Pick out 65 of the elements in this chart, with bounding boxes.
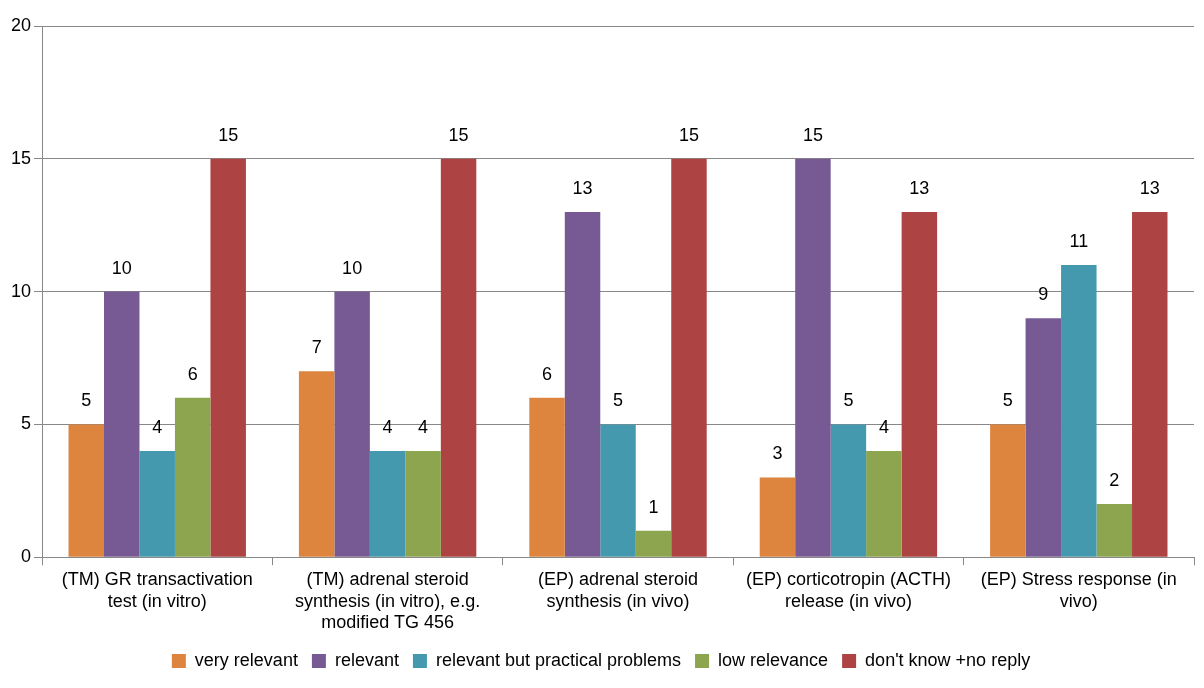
x-tick-label: (EP) corticotropin (ACTH) release (in vivo) (745, 568, 951, 611)
data-label: 13 (572, 177, 593, 198)
bar (866, 450, 902, 557)
bar (1025, 318, 1062, 557)
y-tick-label: 10 (10, 280, 32, 301)
legend-label: very relevant (194, 649, 298, 670)
data-label: 15 (678, 124, 699, 145)
legend-label: low relevance (718, 649, 829, 670)
data-label: 6 (542, 363, 553, 384)
data-label: 7 (311, 337, 322, 358)
data-label: 13 (1139, 177, 1160, 198)
data-label: 4 (152, 416, 163, 437)
bar (104, 291, 140, 557)
bar (1096, 504, 1133, 557)
bar (529, 397, 565, 557)
data-label: 3 (772, 443, 783, 464)
bar (440, 158, 477, 557)
data-label: 2 (1109, 470, 1120, 491)
x-tick-label: (TM) GR transactivation test (in vitro) (61, 568, 253, 611)
data-label: 10 (111, 257, 132, 278)
bar (1061, 265, 1097, 557)
bar (901, 211, 938, 557)
x-tick-label: (EP) Stress response (in vivo) (980, 568, 1177, 611)
data-label: 4 (418, 416, 429, 437)
bar (600, 424, 636, 557)
bar (830, 424, 867, 557)
data-label: 1 (648, 496, 659, 517)
data-label: 4 (382, 416, 393, 437)
data-label: 15 (802, 124, 823, 145)
data-label: 10 (342, 257, 363, 278)
data-label: 9 (1038, 284, 1049, 305)
bar (405, 450, 441, 557)
data-label: 15 (448, 124, 469, 145)
bar (298, 371, 335, 557)
y-tick-label: 0 (21, 546, 32, 567)
bar (635, 530, 672, 557)
data-label: 5 (1002, 390, 1013, 411)
bar (334, 291, 370, 557)
y-tick-label: 15 (10, 147, 32, 168)
bar (795, 158, 831, 557)
legend-label: relevant but practical problems (435, 649, 682, 670)
data-label: 15 (218, 124, 239, 145)
data-label: 11 (1069, 231, 1089, 252)
bar (759, 477, 796, 557)
data-label: 13 (909, 177, 930, 198)
bar (210, 158, 246, 557)
x-tick-label: (EP) adrenal steroid synthesis (in vivo) (537, 568, 699, 611)
y-tick-label: 5 (21, 413, 32, 434)
bar (564, 211, 601, 557)
bar (990, 424, 1026, 557)
bar (671, 158, 707, 557)
data-label: 4 (878, 416, 889, 437)
x-tick-label: (TM) adrenal steroid synthesis (in vitro), e.g. modified TG 456 (295, 568, 481, 633)
data-label: 6 (187, 363, 198, 384)
legend-label: don't know +no reply (865, 649, 1031, 670)
bar (1132, 211, 1168, 557)
data-label: 5 (843, 390, 854, 411)
legend-label: relevant (334, 649, 399, 670)
bar (174, 397, 211, 557)
bar (68, 424, 104, 557)
y-tick-label: 20 (10, 14, 32, 35)
data-label: 5 (81, 390, 92, 411)
bar (139, 450, 175, 557)
data-label: 5 (613, 390, 624, 411)
bar (369, 450, 406, 557)
